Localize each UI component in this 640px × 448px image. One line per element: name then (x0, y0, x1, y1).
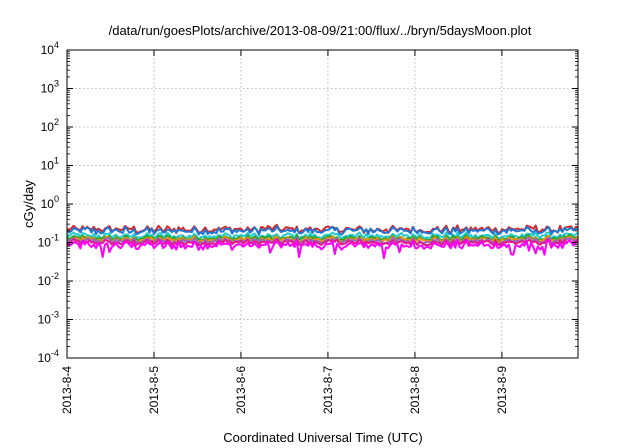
x-tick-label: 2013-8-7 (321, 366, 335, 414)
y-tick-label: 101 (41, 156, 59, 173)
y-tick-label: 104 (41, 40, 59, 57)
series-line (66, 231, 579, 241)
y-tick-label: 102 (41, 117, 59, 134)
series-line (66, 239, 579, 260)
y-tick-label: 10-2 (38, 271, 59, 288)
series-line (66, 225, 579, 236)
x-axis: 2013-8-4 2013-8-5 2013-8-6 2013-8-7 2013-8-8… (60, 50, 509, 414)
y-axis: 10-4 10-3 10-2 10-1 100 101 102 103 104 (38, 40, 578, 365)
x-axis-label: Coordinated Universal Time (UTC) (223, 430, 422, 445)
series-group (66, 223, 579, 260)
chart-title: /data/run/goesPlots/archive/2013-08-09/2… (109, 23, 532, 38)
y-tick-label: 103 (41, 79, 59, 96)
series-line (66, 238, 579, 247)
series-line (66, 235, 579, 244)
y-tick-label: 10-4 (38, 348, 59, 365)
x-tick-label: 2013-8-8 (408, 366, 422, 414)
y-tick-label: 100 (41, 194, 59, 211)
x-tick-label: 2013-8-9 (495, 366, 509, 414)
grid (67, 50, 578, 358)
y-axis-label: cGy/day (21, 180, 36, 228)
x-tick-label: 2013-8-4 (60, 366, 74, 414)
x-tick-label: 2013-8-5 (147, 366, 161, 414)
y-tick-label: 10-1 (38, 233, 59, 250)
y-tick-label: 10-3 (38, 310, 59, 327)
x-tick-label: 2013-8-6 (234, 366, 248, 414)
